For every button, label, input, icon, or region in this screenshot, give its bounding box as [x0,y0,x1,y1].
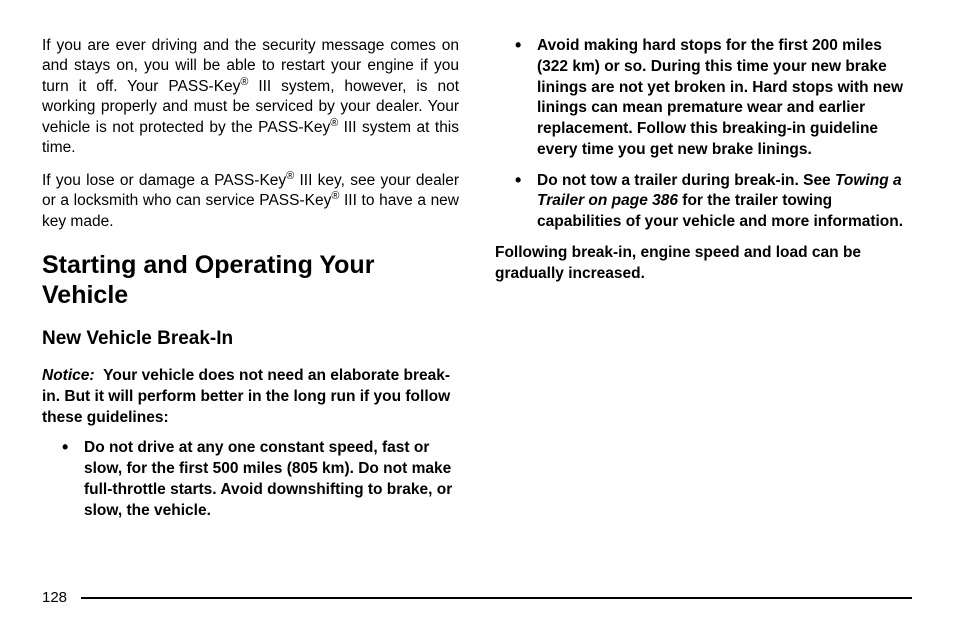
closing-paragraph: Following break-in, engine speed and loa… [495,243,912,285]
paragraph-security-message: If you are ever driving and the security… [42,36,459,159]
heading-starting-operating: Starting and Operating Your Vehicle [42,250,459,310]
registered-mark: ® [286,170,294,182]
page-content: If you are ever driving and the security… [0,0,954,531]
left-column: If you are ever driving and the security… [42,36,459,531]
notice-paragraph: Notice: Your vehicle does not need an el… [42,366,459,428]
heading-break-in: New Vehicle Break-In [42,328,459,350]
text: Do not tow a trailer during break-in. Se… [537,172,835,189]
bullet-hard-stops: Avoid making hard stops for the first 20… [519,36,912,161]
bullet-list-right: Avoid making hard stops for the first 20… [495,36,912,233]
text: If you lose or damage a PASS-Key [42,172,286,189]
footer-rule [81,597,912,599]
right-column: Avoid making hard stops for the first 20… [495,36,912,531]
bullet-trailer: Do not tow a trailer during break-in. Se… [519,171,912,233]
notice-text: Your vehicle does not need an elaborate … [42,367,450,426]
notice-label: Notice: [42,367,95,384]
paragraph-lost-key: If you lose or damage a PASS-Key® III ke… [42,171,459,232]
page-number: 128 [42,589,81,606]
bullet-list-left: Do not drive at any one constant speed, … [42,438,459,521]
bullet-constant-speed: Do not drive at any one constant speed, … [66,438,459,521]
page-footer: 128 [42,589,912,606]
